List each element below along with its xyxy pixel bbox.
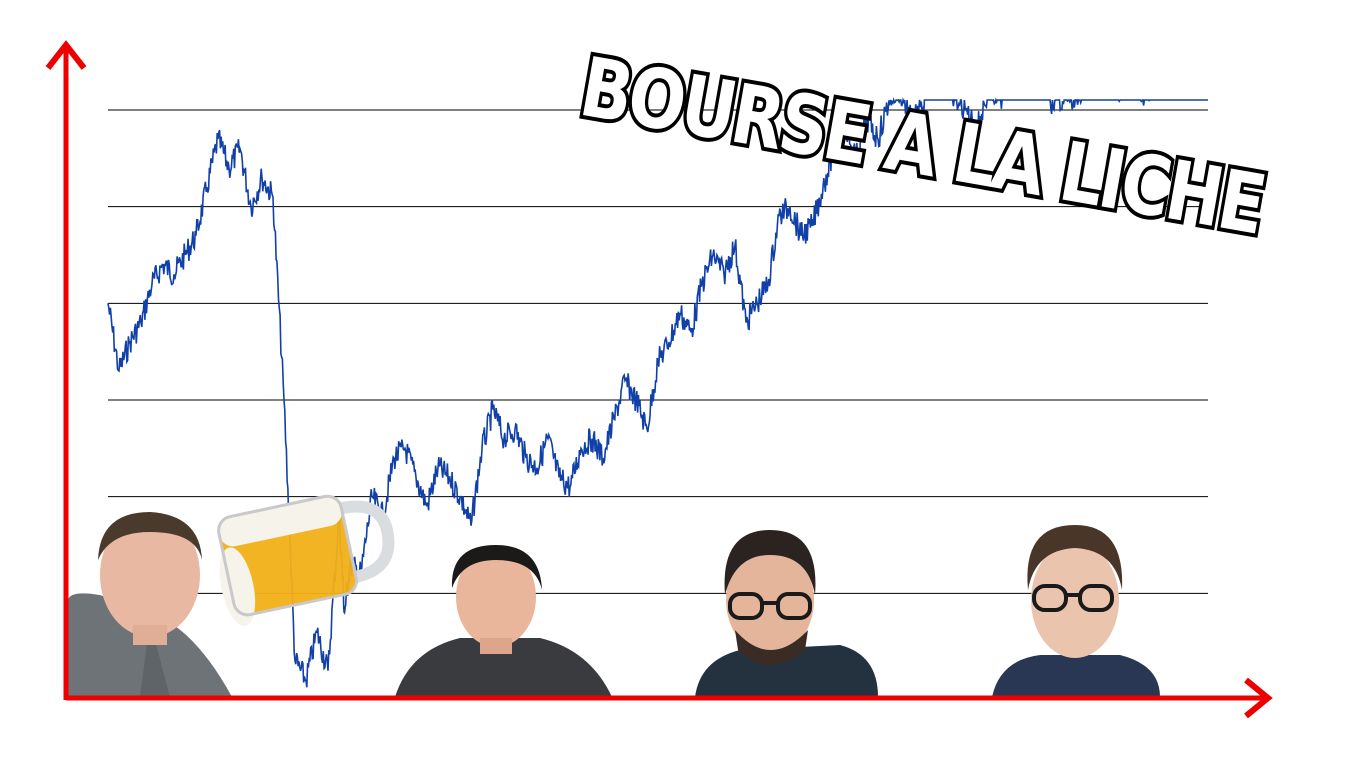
price-series-line — [107, 97, 1208, 688]
person-1-photo — [68, 512, 232, 697]
y-axis — [45, 40, 87, 700]
gridlines — [108, 109, 1208, 594]
y-axis-arrow-icon — [45, 40, 87, 70]
x-axis-arrow-icon — [1244, 677, 1273, 719]
person-2-photo — [395, 545, 612, 697]
person-3-photo — [695, 530, 878, 697]
beer-mug-icon — [217, 494, 395, 626]
person-4-photo — [992, 525, 1160, 697]
x-axis — [66, 677, 1273, 719]
